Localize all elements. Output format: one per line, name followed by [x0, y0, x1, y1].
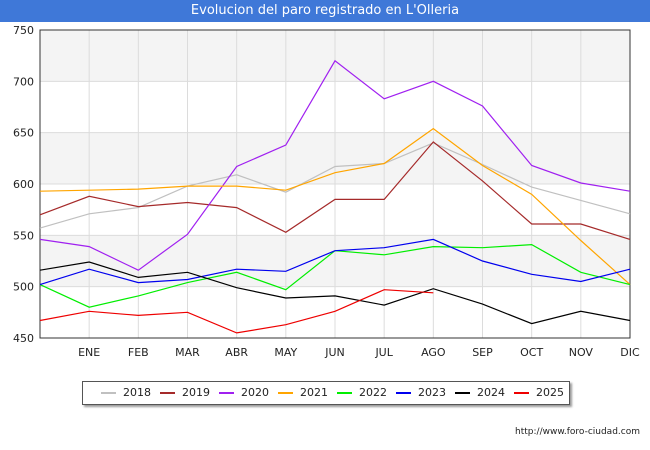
- x-tick-label: JUN: [324, 346, 345, 359]
- x-tick-label: JUL: [374, 346, 393, 359]
- legend-swatch: [337, 392, 352, 394]
- series-line-2021: [39, 127, 631, 286]
- legend-swatch: [160, 392, 175, 394]
- legend-label: 2022: [359, 386, 387, 399]
- series-line-2018: [39, 142, 631, 229]
- y-tick-label: 750: [13, 24, 34, 37]
- x-tick-label: ABR: [225, 346, 248, 359]
- x-tick-label: NOV: [569, 346, 594, 359]
- legend-label: 2018: [123, 386, 151, 399]
- legend-swatch: [396, 392, 411, 394]
- legend-swatch: [514, 392, 529, 394]
- y-tick-label: 500: [13, 281, 34, 294]
- legend-label: 2019: [182, 386, 210, 399]
- x-tick-label: MAY: [274, 346, 297, 359]
- legend-label: 2025: [536, 386, 564, 399]
- y-tick-label: 600: [13, 178, 34, 191]
- y-tick-label: 700: [13, 75, 34, 88]
- legend-swatch: [219, 392, 234, 394]
- y-tick-label: 650: [13, 127, 34, 140]
- x-tick-label: DIC: [620, 346, 640, 359]
- series-line-2020: [39, 59, 631, 271]
- series-line-2023: [39, 238, 631, 286]
- legend: 2018 2019 2020 2021 2022 2023 2024 2025: [82, 381, 570, 405]
- x-tick-label: ENE: [78, 346, 100, 359]
- x-tick-label: AGO: [421, 346, 446, 359]
- x-tick-label: SEP: [472, 346, 493, 359]
- legend-label: 2021: [300, 386, 328, 399]
- legend-label: 2024: [477, 386, 505, 399]
- series-line-2025: [39, 289, 434, 334]
- series-line-2019: [39, 141, 631, 240]
- legend-swatch: [278, 392, 293, 394]
- footer-url[interactable]: http://www.foro-ciudad.com: [515, 427, 640, 437]
- x-tick-label: FEB: [128, 346, 149, 359]
- legend-swatch: [101, 392, 116, 394]
- legend-swatch: [455, 392, 470, 394]
- legend-label: 2020: [241, 386, 269, 399]
- series-line-2024: [39, 261, 631, 325]
- chart-title: Evolucion del paro registrado en L'Oller…: [0, 0, 650, 22]
- y-tick-label: 450: [13, 332, 34, 345]
- x-tick-label: OCT: [520, 346, 543, 359]
- x-tick-label: MAR: [175, 346, 200, 359]
- legend-label: 2023: [418, 386, 446, 399]
- plot-area-border: [39, 29, 631, 339]
- y-tick-label: 550: [13, 229, 34, 242]
